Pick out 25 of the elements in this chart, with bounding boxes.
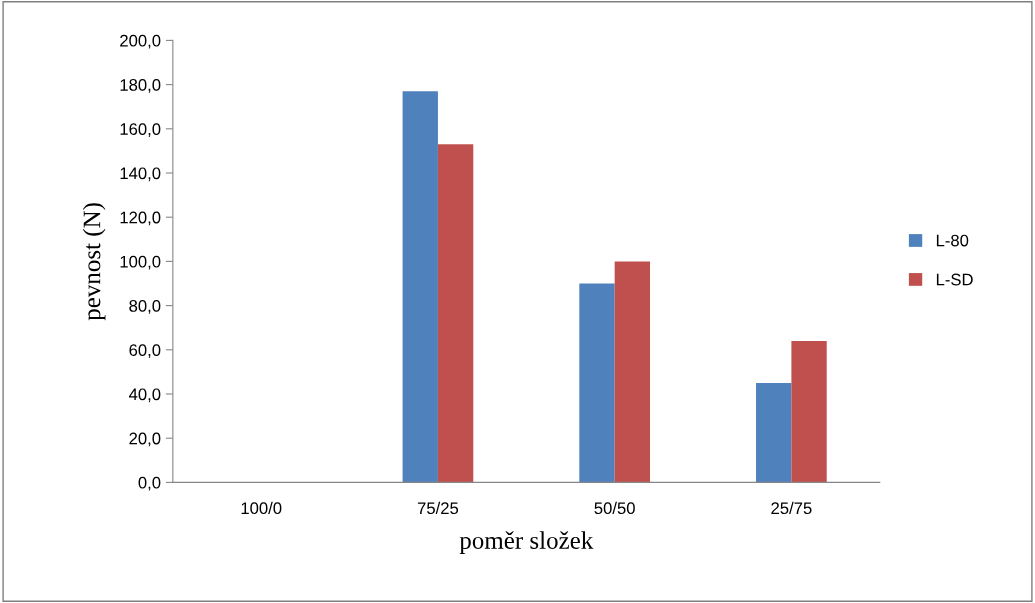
y-tick-label: 160,0 bbox=[120, 123, 161, 137]
bar bbox=[402, 91, 438, 483]
y-tick-label: 0,0 bbox=[138, 476, 161, 491]
y-tick-label: 100,0 bbox=[120, 255, 161, 270]
y-tick-label: 20,0 bbox=[129, 432, 161, 447]
x-tick-label: 75/25 bbox=[417, 501, 459, 515]
y-axis-title: pevnost (N) bbox=[82, 203, 106, 321]
y-tick-label: 60,0 bbox=[129, 344, 161, 358]
y-tick-label: 200,0 bbox=[120, 34, 161, 49]
x-axis-title: poměr složek bbox=[459, 531, 594, 554]
bar bbox=[756, 382, 792, 483]
y-tick-label: 80,0 bbox=[129, 300, 161, 314]
bar bbox=[614, 261, 651, 483]
bar bbox=[579, 283, 615, 483]
legend-label: L-80 bbox=[936, 234, 969, 247]
y-tick-label: 120,0 bbox=[120, 211, 161, 226]
y-tick-label: 40,0 bbox=[128, 388, 161, 403]
bar bbox=[791, 340, 827, 483]
y-tick-label: 180,0 bbox=[120, 79, 161, 93]
legend-label: L-SD bbox=[936, 273, 973, 286]
y-tick-label: 140,0 bbox=[120, 167, 161, 182]
x-tick-label: 100/0 bbox=[241, 501, 282, 515]
bar bbox=[437, 144, 474, 483]
x-tick-label: 25/75 bbox=[771, 501, 812, 515]
x-tick-label: 50/50 bbox=[594, 501, 635, 515]
